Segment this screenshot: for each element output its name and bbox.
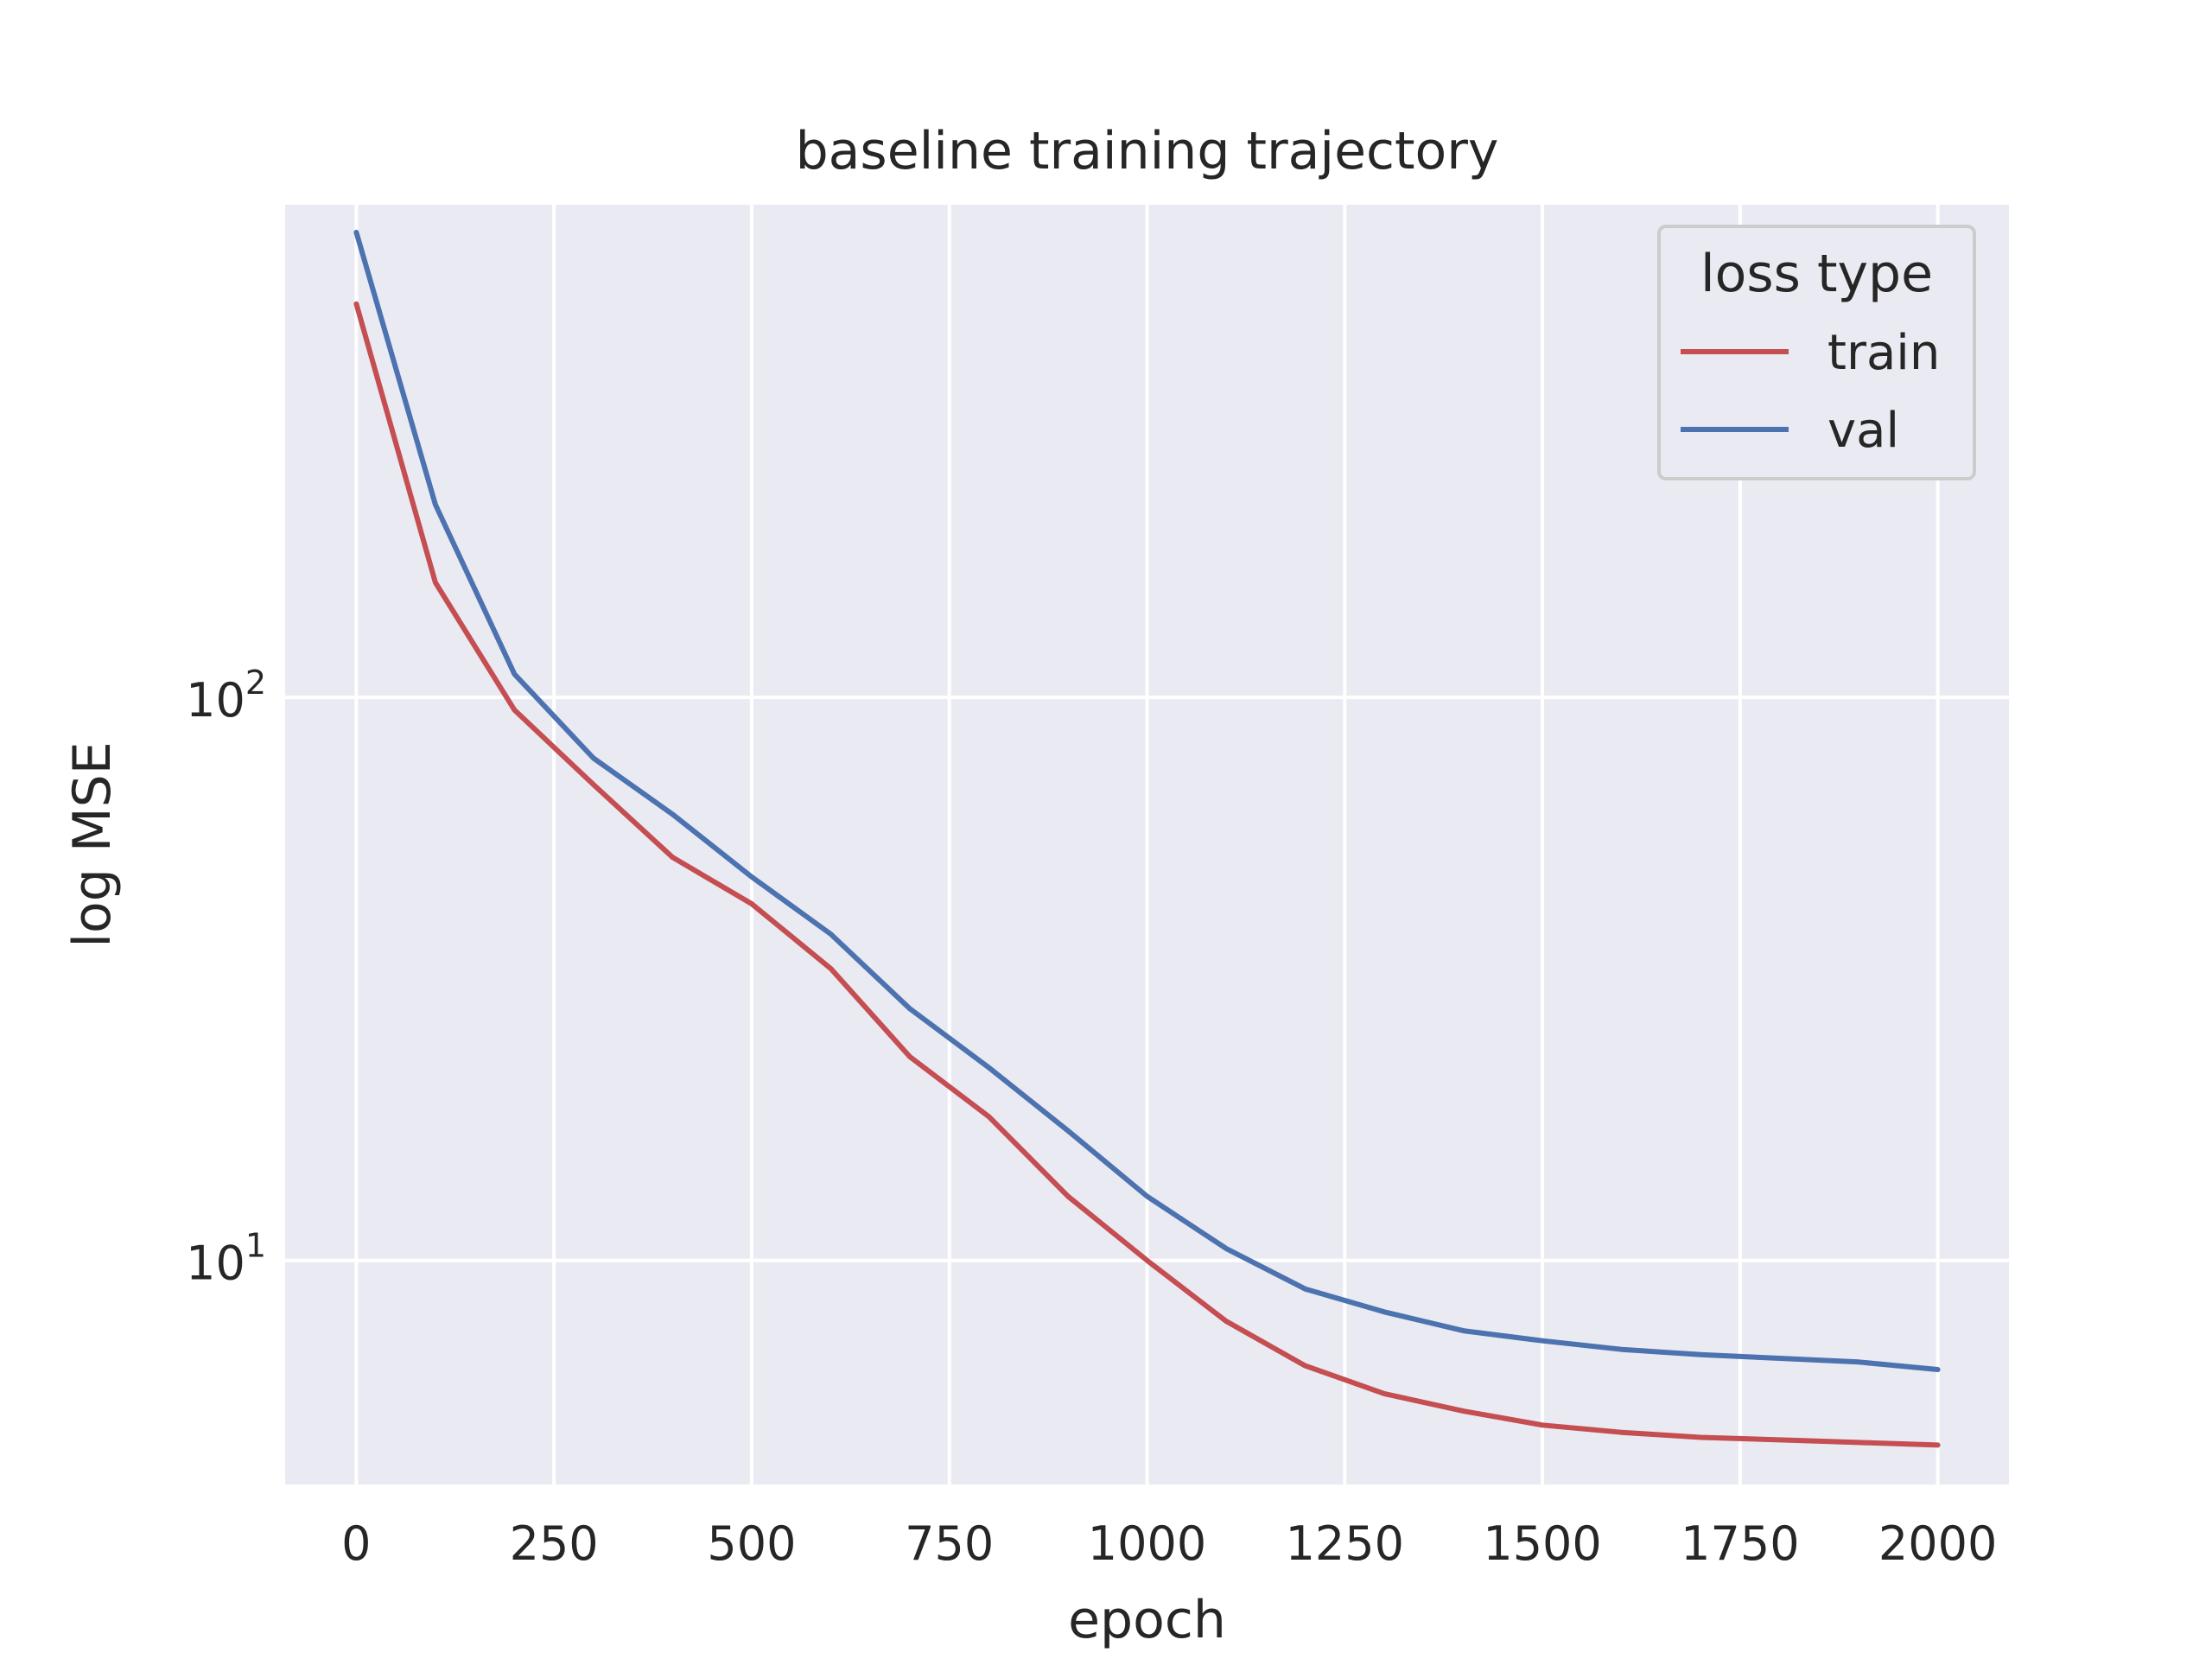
data-point-train bbox=[1067, 1196, 1068, 1197]
data-point-val bbox=[1463, 1331, 1464, 1332]
data-point-train bbox=[1384, 1393, 1385, 1394]
data-point-val bbox=[593, 758, 594, 759]
data-point-val bbox=[1067, 1130, 1068, 1131]
data-point-train bbox=[1226, 1321, 1227, 1322]
data-point-train bbox=[1937, 1445, 1938, 1446]
data-point-val bbox=[1621, 1349, 1622, 1350]
data-point-train bbox=[514, 709, 515, 710]
series-line-train bbox=[353, 301, 1941, 1448]
x-tick-label: 1000 bbox=[1088, 1516, 1206, 1571]
legend: loss type train val bbox=[1657, 225, 1976, 480]
x-tick-label: 0 bbox=[341, 1516, 371, 1571]
legend-label-train: train bbox=[1827, 325, 1940, 381]
x-tick-label: 250 bbox=[510, 1516, 599, 1571]
data-point-train bbox=[1305, 1365, 1306, 1366]
data-point-val bbox=[514, 674, 515, 675]
data-point-train bbox=[356, 303, 357, 304]
data-point-train bbox=[1700, 1437, 1701, 1438]
data-point-train bbox=[751, 903, 752, 904]
x-tick-label: 1250 bbox=[1286, 1516, 1404, 1571]
y-tick-label: 101 bbox=[186, 1227, 266, 1291]
legend-items: train val bbox=[1681, 325, 1940, 459]
y-tick-label: 102 bbox=[186, 664, 266, 728]
x-tick-label: 750 bbox=[905, 1516, 994, 1571]
y-axis-title: log MSE bbox=[62, 741, 123, 947]
x-tick-label: 1750 bbox=[1681, 1516, 1799, 1571]
data-point-val bbox=[988, 1067, 989, 1068]
chart-title: baseline training trajectory bbox=[796, 121, 1499, 181]
tick-labels: 0 250 500 750 1000 1250 1500 1750 2000 101 102 bbox=[186, 664, 1997, 1571]
data-point-train bbox=[988, 1116, 989, 1117]
legend-title: loss type bbox=[1700, 244, 1933, 304]
data-point-train bbox=[1621, 1432, 1622, 1433]
data-point-val bbox=[1779, 1358, 1780, 1359]
data-point-train bbox=[909, 1057, 910, 1058]
data-point-train bbox=[1542, 1425, 1543, 1426]
data-point-val bbox=[1226, 1248, 1227, 1249]
data-point-val bbox=[909, 1008, 910, 1009]
legend-label-val: val bbox=[1827, 403, 1899, 459]
x-tick-label: 500 bbox=[707, 1516, 796, 1571]
data-point-train bbox=[672, 857, 673, 858]
x-tick-label: 2000 bbox=[1878, 1516, 1997, 1571]
series-line-val bbox=[353, 229, 1941, 1372]
legend-box bbox=[1657, 225, 1976, 480]
data-point-train bbox=[1463, 1411, 1464, 1412]
data-point-val bbox=[1542, 1340, 1543, 1341]
data-point-train bbox=[830, 968, 831, 969]
data-point-val bbox=[672, 814, 673, 815]
x-tick-label: 1500 bbox=[1483, 1516, 1601, 1571]
x-axis-title: epoch bbox=[1068, 1590, 1226, 1650]
data-point-val bbox=[751, 876, 752, 877]
data-point-val bbox=[1700, 1354, 1701, 1355]
series-lines bbox=[353, 229, 1941, 1448]
data-point-val bbox=[1384, 1312, 1385, 1313]
data-point-val bbox=[1305, 1288, 1306, 1289]
data-point-val bbox=[830, 933, 831, 934]
